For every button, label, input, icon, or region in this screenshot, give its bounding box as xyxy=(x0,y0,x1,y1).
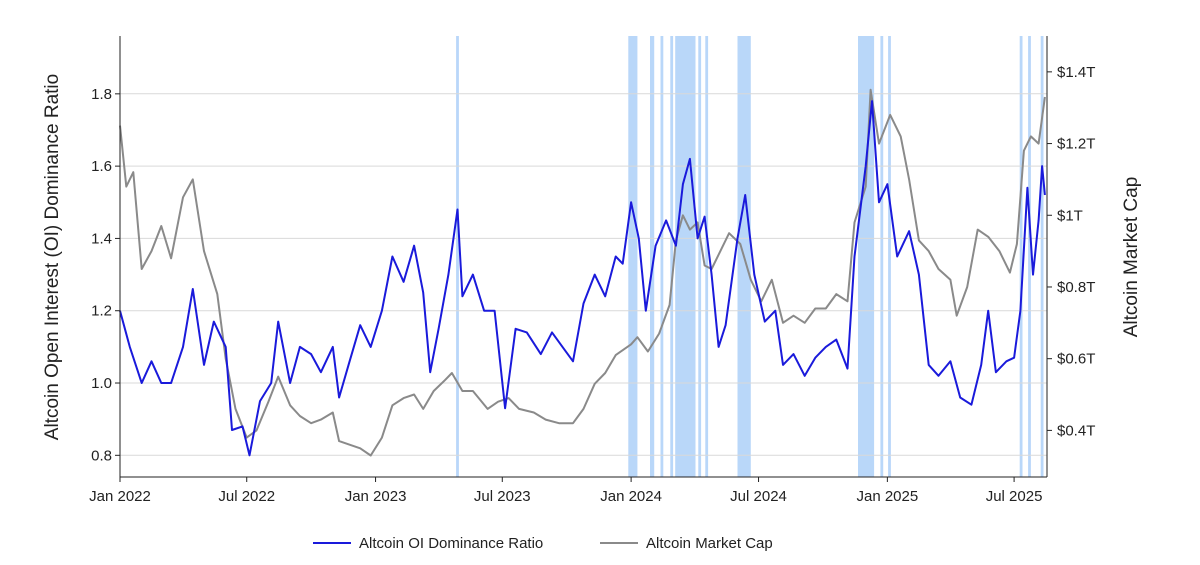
left-tick-label: 0.8 xyxy=(91,447,112,464)
x-tick-label: Jul 2023 xyxy=(474,488,531,505)
highlight-band xyxy=(628,36,638,477)
legend: Altcoin OI Dominance Ratio Altcoin Marke… xyxy=(313,535,773,552)
x-tick-label: Jul 2024 xyxy=(730,488,787,505)
x-tick-label: Jan 2025 xyxy=(856,488,918,505)
left-tick-label: 1.4 xyxy=(91,230,112,247)
right-axis-title: Altcoin Market Cap xyxy=(1121,177,1142,338)
right-tick-label: $1T xyxy=(1057,207,1083,224)
highlight-band xyxy=(670,36,674,477)
highlight-band xyxy=(1019,36,1023,477)
left-tick-label: 1.8 xyxy=(91,86,112,103)
highlight-band xyxy=(650,36,655,477)
left-tick-label: 1.2 xyxy=(91,303,112,320)
highlight-periods xyxy=(456,36,1044,477)
x-tick-label: Jul 2025 xyxy=(986,488,1043,505)
x-axis-ticks: Jan 2022 Jul 2022 Jan 2023 Jul 2023 Jan 2024… xyxy=(89,477,1042,505)
x-tick-label: Jan 2023 xyxy=(345,488,407,505)
oi-dominance-line xyxy=(119,100,1046,457)
legend-label-mcap: Altcoin Market Cap xyxy=(646,535,773,552)
left-axis-title: Altcoin Open Interest (OI) Dominance Rat… xyxy=(42,74,63,440)
x-tick-label: Jan 2022 xyxy=(89,488,151,505)
series-oi-dominance xyxy=(119,100,1046,457)
right-tick-label: $0.6T xyxy=(1057,351,1095,368)
highlight-band xyxy=(1040,36,1044,477)
x-tick-label: Jul 2022 xyxy=(218,488,275,505)
highlight-band xyxy=(660,36,664,477)
highlight-band xyxy=(858,36,875,477)
right-axis-ticks: $0.4T $0.6T $0.8T $1T $1.2T $1.4T xyxy=(1047,64,1095,439)
series-market-cap xyxy=(119,88,1046,457)
right-tick-label: $1.2T xyxy=(1057,136,1095,153)
highlight-band xyxy=(456,36,459,477)
highlight-band xyxy=(675,36,696,477)
right-tick-label: $0.4T xyxy=(1057,422,1095,439)
highlight-band xyxy=(1028,36,1031,477)
legend-label-oi: Altcoin OI Dominance Ratio xyxy=(359,535,543,552)
left-axis-ticks: 0.8 1.0 1.2 1.4 1.6 1.8 xyxy=(91,86,120,464)
axes xyxy=(119,36,1048,478)
highlight-band xyxy=(880,36,884,477)
highlight-band xyxy=(888,36,891,477)
left-tick-label: 1.6 xyxy=(91,158,112,175)
market-cap-line xyxy=(119,88,1046,457)
grid-lines xyxy=(120,93,1047,456)
right-tick-label: $0.8T xyxy=(1057,279,1095,296)
x-tick-label: Jan 2024 xyxy=(600,488,662,505)
left-tick-label: 1.0 xyxy=(91,375,112,392)
highlight-band xyxy=(705,36,709,477)
right-tick-label: $1.4T xyxy=(1057,64,1095,81)
highlight-band xyxy=(698,36,702,477)
